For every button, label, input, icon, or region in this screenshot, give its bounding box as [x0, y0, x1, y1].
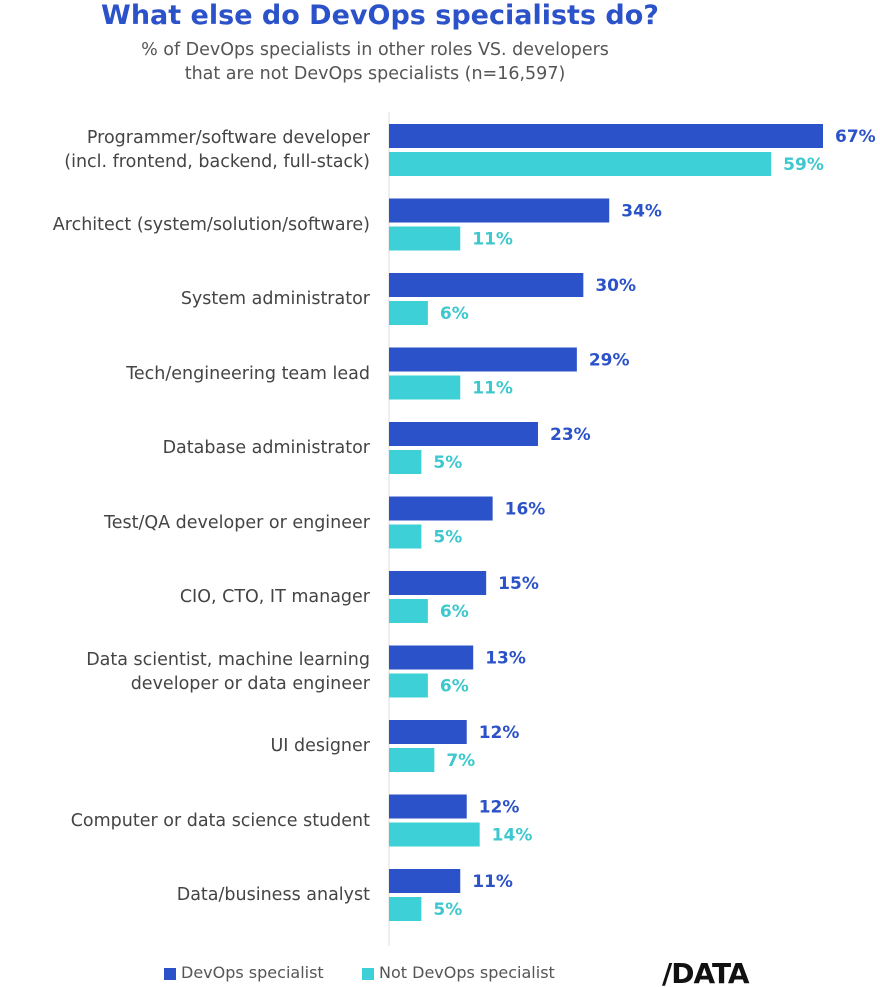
bar [389, 571, 487, 595]
value-label: 67% [835, 127, 876, 147]
legend-swatch [362, 968, 374, 980]
value-label: 30% [595, 276, 636, 296]
logo: /DATA [662, 957, 750, 987]
value-label: 14% [492, 826, 533, 846]
category-label: CIO, CTO, IT manager [179, 587, 370, 607]
value-label: 11% [472, 230, 513, 250]
legend-swatch [164, 968, 176, 980]
value-label: 6% [440, 677, 469, 697]
bar [389, 422, 538, 446]
value-label: 5% [433, 900, 462, 920]
bar [389, 273, 584, 297]
category-label: UI designer [270, 736, 370, 756]
bar [389, 301, 428, 325]
value-label: 5% [433, 528, 462, 548]
category-label: Data/business analyst [176, 885, 370, 905]
value-label: 13% [485, 649, 526, 669]
bar [389, 822, 480, 847]
bar [389, 897, 422, 921]
bar [389, 673, 428, 698]
bar [389, 524, 422, 549]
value-label: 6% [440, 602, 469, 622]
bar [389, 375, 461, 400]
bar [389, 645, 474, 670]
value-label: 16% [505, 500, 546, 520]
category-label: Database administrator [162, 438, 370, 458]
bar [389, 450, 422, 474]
value-label: 15% [498, 574, 539, 594]
legend-label: Not DevOps specialist [379, 963, 555, 982]
value-label: 34% [621, 202, 662, 222]
bar [389, 152, 772, 176]
bar [389, 198, 610, 223]
value-label: 6% [440, 304, 469, 324]
value-label: 12% [479, 798, 520, 818]
bar [389, 720, 467, 744]
category-label: Computer or data science student [70, 810, 370, 831]
bar [389, 496, 493, 521]
value-label: 11% [472, 872, 513, 892]
bar [389, 869, 461, 893]
bar [389, 748, 435, 772]
value-label: 5% [433, 453, 462, 473]
bar [389, 347, 577, 372]
bar [389, 226, 461, 251]
value-label: 7% [446, 751, 475, 771]
bar [389, 794, 467, 819]
chart-subtitle: % of DevOps specialists in other roles V… [141, 40, 609, 84]
value-label: 12% [479, 723, 520, 743]
category-label: Programmer/software developer (incl. fro… [64, 128, 370, 172]
value-label: 23% [550, 425, 591, 445]
category-label: Data scientist, machine learning develop… [86, 649, 370, 694]
category-label: Architect (system/solution/software) [52, 214, 370, 235]
bar [389, 599, 428, 623]
value-label: 11% [472, 379, 513, 399]
bar [389, 124, 823, 148]
value-label: 59% [783, 155, 824, 175]
category-label: System administrator [180, 289, 370, 309]
legend-label: DevOps specialist [181, 963, 324, 982]
chart-title: What else do DevOps specialists do? [101, 0, 659, 31]
value-label: 29% [589, 351, 630, 371]
category-label: Test/QA developer or engineer [104, 512, 370, 533]
category-label: Tech/engineering team lead [126, 363, 370, 384]
